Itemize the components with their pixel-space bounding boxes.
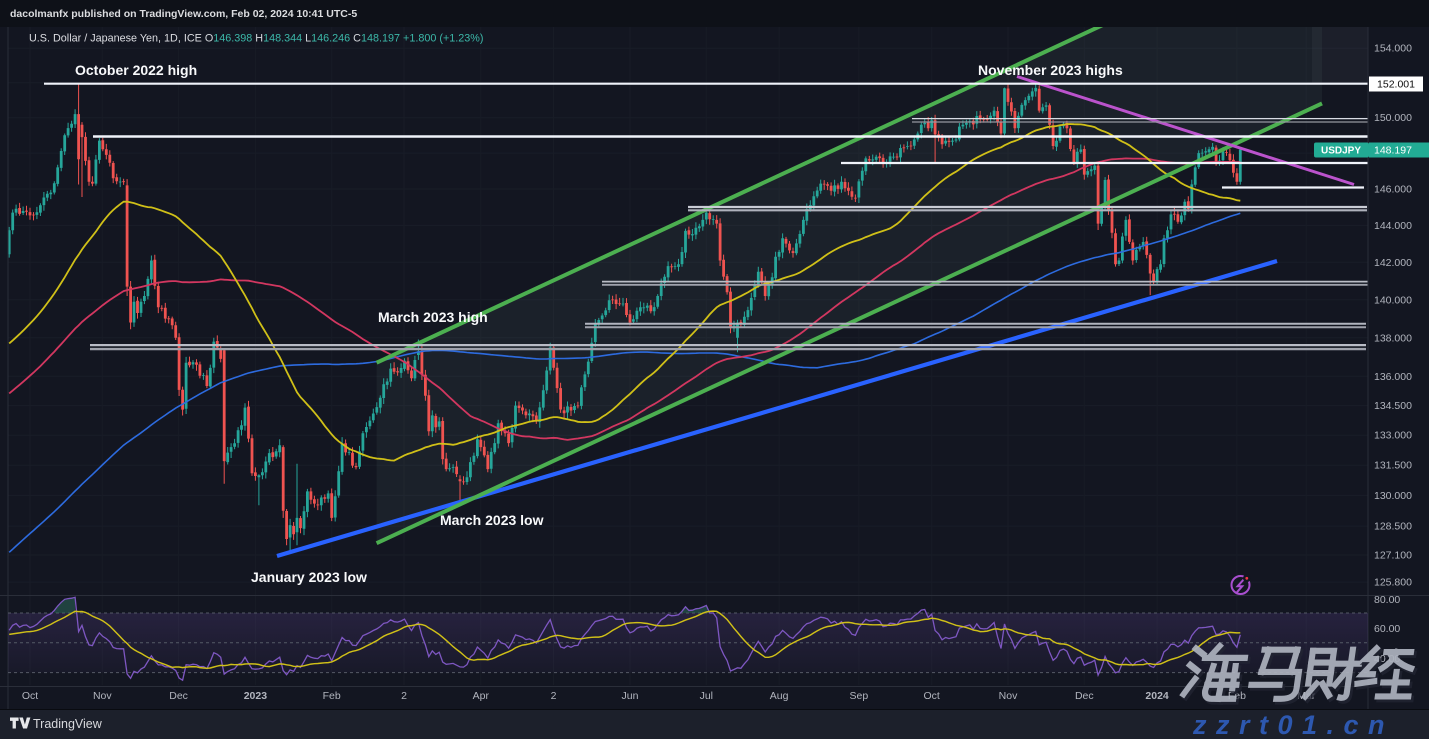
svg-text:Dec: Dec [1075,690,1094,702]
svg-text:144.000: 144.000 [1374,220,1412,232]
svg-text:131.500: 131.500 [1374,460,1412,472]
svg-text:zzrt01.cn: zzrt01.cn [1192,710,1394,739]
svg-text:2023: 2023 [244,690,268,702]
svg-text:138.000: 138.000 [1374,332,1412,344]
svg-text:2: 2 [551,690,557,702]
svg-text:TradingView: TradingView [33,717,103,731]
svg-text:2: 2 [401,690,407,702]
svg-text:Nov: Nov [999,690,1018,702]
svg-text:USDJPY: USDJPY [1321,146,1361,157]
svg-text:2024: 2024 [1145,690,1169,702]
svg-text:November 2023 highs: November 2023 highs [978,62,1123,78]
svg-text:January 2023 low: January 2023 low [251,569,367,585]
svg-text:U.S. Dollar / Japanese Yen, 1D: U.S. Dollar / Japanese Yen, 1D, ICE O146… [29,33,483,45]
svg-text:Aug: Aug [770,690,789,702]
svg-text:136.000: 136.000 [1374,371,1412,383]
svg-text:Oct: Oct [924,690,940,702]
svg-text:140.000: 140.000 [1374,294,1412,306]
svg-text:60.00: 60.00 [1374,623,1400,635]
svg-text:154.000: 154.000 [1374,43,1412,55]
svg-text:128.500: 128.500 [1374,521,1412,533]
svg-text:152.001: 152.001 [1377,79,1415,91]
svg-text:Jun: Jun [622,690,639,702]
svg-text:Dec: Dec [169,690,188,702]
svg-text:Feb: Feb [323,690,341,702]
svg-text:148.197: 148.197 [1374,145,1412,157]
svg-text:Nov: Nov [93,690,112,702]
svg-text:134.500: 134.500 [1374,400,1412,412]
svg-text:Apr: Apr [473,690,490,702]
svg-text:133.000: 133.000 [1374,430,1412,442]
svg-text:80.00: 80.00 [1374,594,1400,606]
svg-text:Jul: Jul [700,690,713,702]
svg-text:October 2022 high: October 2022 high [75,62,197,78]
svg-text:127.100: 127.100 [1374,550,1412,562]
svg-text:150.000: 150.000 [1374,112,1412,124]
svg-text:dacolmanfx published on Tradin: dacolmanfx published on TradingView.com,… [10,8,357,20]
svg-text:125.800: 125.800 [1374,577,1412,589]
svg-text:146.000: 146.000 [1374,184,1412,196]
svg-text:March 2023 high: March 2023 high [378,309,488,325]
svg-text:March 2023 low: March 2023 low [440,512,544,528]
svg-text:Sep: Sep [850,690,869,702]
svg-text:142.000: 142.000 [1374,257,1412,269]
svg-text:Oct: Oct [22,690,38,702]
svg-text:130.000: 130.000 [1374,490,1412,502]
